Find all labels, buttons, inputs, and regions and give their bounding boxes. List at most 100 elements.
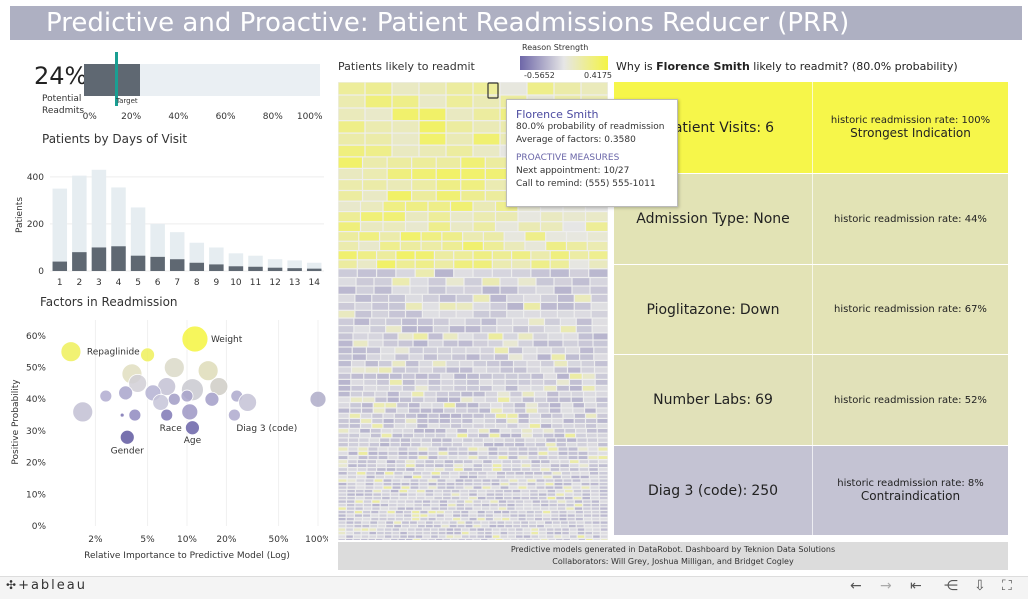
patient-cell: [446, 108, 473, 121]
patient-cell: [338, 373, 351, 379]
bubble: [238, 393, 257, 412]
patient-cell: [548, 447, 558, 451]
patient-cell: [409, 354, 423, 360]
tooltip-line3: Next appointment: 10/27: [516, 166, 630, 176]
patient-cell: [355, 303, 372, 310]
patient-cell: [346, 535, 353, 538]
patient-cell: [338, 531, 346, 535]
undo-icon[interactable]: ←: [850, 578, 862, 594]
patient-cell: [554, 479, 563, 482]
patient-cell: [425, 524, 433, 528]
patient-cell: [563, 479, 572, 482]
patient-cell: [541, 361, 554, 367]
patient-cell: [533, 333, 548, 340]
patient-cell: [586, 538, 593, 540]
patient-cell: [417, 413, 428, 418]
patient-cell: [534, 517, 542, 521]
patient-cell: [473, 419, 484, 423]
patient-cell: [408, 528, 415, 531]
bar-total: [52, 188, 68, 271]
patient-cell: [348, 468, 357, 471]
patient-cell: [338, 538, 345, 540]
patient-cell: [506, 475, 515, 479]
patient-cell: [600, 524, 608, 528]
kpi-tick-label: 0%: [82, 112, 97, 122]
patient-cell: [443, 496, 451, 500]
bar-readmit: [228, 266, 244, 271]
patient-cell: [558, 456, 568, 460]
patient-cell: [338, 464, 348, 467]
patient-cell: [500, 531, 508, 535]
revert-icon[interactable]: ⇤: [910, 578, 922, 594]
patient-cell: [420, 514, 428, 517]
patient-cell: [421, 232, 442, 241]
patient-cell: [495, 493, 503, 496]
patient-cell: [544, 385, 556, 391]
patient-cell: [570, 464, 579, 467]
patient-cell: [428, 517, 436, 521]
patient-cell: [588, 451, 598, 455]
bar-readmit: [169, 259, 185, 271]
patient-cell: [597, 433, 608, 438]
patient-cell: [408, 496, 416, 500]
patient-cell: [527, 482, 536, 486]
patient-cell: [492, 251, 511, 260]
reason-rate-text: historic readmission rate: 8%: [837, 478, 984, 489]
share-icon[interactable]: ⋲: [944, 578, 958, 594]
patient-cell: [444, 468, 454, 471]
patient-cell: [549, 500, 557, 503]
patient-cell: [373, 403, 385, 408]
patient-cell: [355, 294, 372, 302]
patient-cell: [591, 303, 608, 310]
patient-cell: [500, 482, 509, 486]
patient-cell: [364, 496, 373, 500]
patient-cell: [433, 367, 446, 373]
patient-cell: [505, 373, 518, 379]
download-icon[interactable]: ⇩: [974, 578, 986, 594]
bubble-label: Weight: [211, 335, 243, 345]
patient-cell: [394, 472, 403, 475]
patient-cell: [521, 493, 530, 496]
patient-cell: [554, 433, 565, 438]
fullscreen-icon[interactable]: ⛶: [1002, 578, 1012, 594]
patient-cell: [436, 514, 444, 517]
patient-cell: [354, 521, 362, 524]
patient-cell: [462, 531, 469, 535]
patient-cell: [338, 438, 348, 442]
patient-cell: [435, 464, 444, 467]
patient-cell: [487, 472, 496, 475]
patient-cell: [574, 507, 583, 510]
tableau-logo[interactable]: ✣+ableau: [6, 578, 87, 593]
patients-treemap[interactable]: [338, 82, 608, 540]
patient-cell: [590, 486, 599, 489]
patient-cell: [365, 482, 374, 486]
patient-cell: [480, 347, 494, 354]
patient-cell: [416, 489, 425, 493]
patient-cell: [338, 326, 354, 333]
patient-cell: [410, 524, 417, 528]
patient-cell: [338, 428, 349, 433]
patient-cell: [420, 408, 432, 413]
patient-tooltip: Florence Smith 80.0% probability of read…: [506, 99, 678, 207]
patient-cell: [503, 340, 518, 347]
patient-cell: [360, 433, 370, 438]
reason-row: Inpatient Visits: 6 historic readmission …: [614, 82, 1008, 174]
patient-cell: [598, 438, 608, 442]
patient-cell: [398, 340, 413, 347]
patient-cell: [410, 278, 428, 286]
patient-cell: [473, 222, 495, 231]
patient-cell: [515, 503, 524, 507]
patient-cell: [590, 479, 599, 482]
patient-cell: [338, 121, 365, 133]
bar-readmit: [111, 246, 126, 271]
patient-cell: [368, 451, 378, 455]
bar-readmit: [306, 268, 322, 271]
kpi-label-2: Readmits: [42, 106, 85, 116]
patient-cell: [363, 191, 387, 201]
patient-cell: [397, 403, 408, 408]
redo-icon[interactable]: →: [880, 578, 892, 594]
patient-cell: [412, 180, 436, 190]
patient-cell: [585, 535, 592, 538]
patient-cell: [565, 496, 573, 500]
patient-cell: [436, 510, 444, 514]
